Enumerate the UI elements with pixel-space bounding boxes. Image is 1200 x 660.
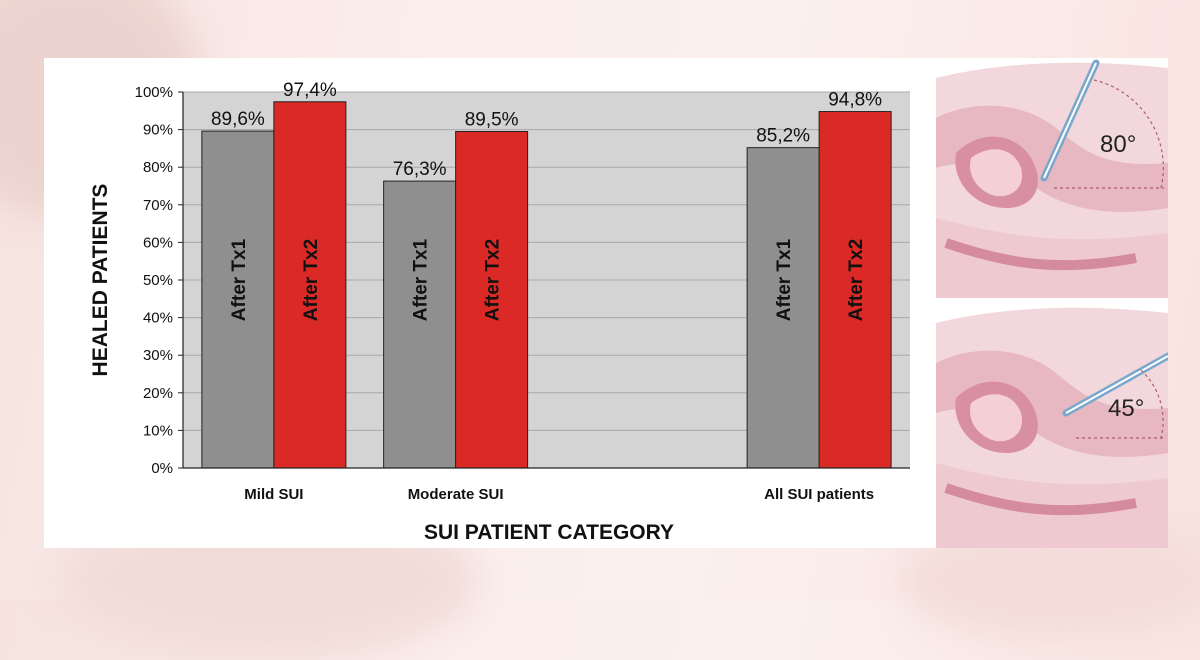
bar <box>455 130 529 469</box>
y-tick-label: 0% <box>151 460 173 477</box>
angle-label-45: 45° <box>1108 395 1144 422</box>
bar <box>383 180 457 469</box>
bar <box>818 111 892 469</box>
bar-series-label: After Tx2 <box>301 239 322 321</box>
angle-label-80: 80° <box>1100 131 1136 158</box>
data-label: 97,4% <box>283 80 337 101</box>
category-label: Moderate SUI <box>408 486 504 503</box>
y-tick-label: 20% <box>143 385 173 402</box>
category-label: Mild SUI <box>244 486 303 503</box>
y-tick-label: 10% <box>143 422 173 439</box>
y-tick-label: 80% <box>143 159 173 176</box>
y-tick-label: 40% <box>143 310 173 327</box>
bar-chart: 89,6% After Tx1 97,4% After Tx2 76,3% After T… <box>89 80 910 544</box>
anatomy-diagram-bottom: 45° <box>936 303 1168 548</box>
bar-series-label: After Tx1 <box>774 238 795 321</box>
bar-series-label: After Tx2 <box>846 239 867 321</box>
bar-series-label: After Tx1 <box>229 238 250 321</box>
x-axis-title: SUI PATIENT CATEGORY <box>424 521 674 544</box>
bar-series-label: After Tx1 <box>411 238 432 321</box>
bar-series-label: After Tx2 <box>483 239 504 321</box>
data-label: 94,8% <box>828 90 882 111</box>
data-label: 85,2% <box>756 126 810 147</box>
y-tick-label: 30% <box>143 347 173 364</box>
category-label: All SUI patients <box>764 486 874 503</box>
bar <box>746 147 820 469</box>
y-tick-label: 90% <box>143 122 173 139</box>
figure-panel: 89,6% After Tx1 97,4% After Tx2 76,3% After T… <box>44 58 1168 548</box>
y-tick-label: 70% <box>143 197 173 214</box>
data-label: 89,5% <box>465 109 519 130</box>
data-label: 89,6% <box>211 109 265 130</box>
y-tick-label: 60% <box>143 234 173 251</box>
y-tick-label: 50% <box>143 272 173 289</box>
data-label: 76,3% <box>393 159 447 180</box>
y-tick-label: 100% <box>135 84 173 101</box>
anatomy-diagram-top: 80° <box>936 58 1168 298</box>
anatomy-illustration: 80° 45° <box>936 58 1168 548</box>
y-axis-title: HEALED PATIENTS <box>89 184 112 377</box>
